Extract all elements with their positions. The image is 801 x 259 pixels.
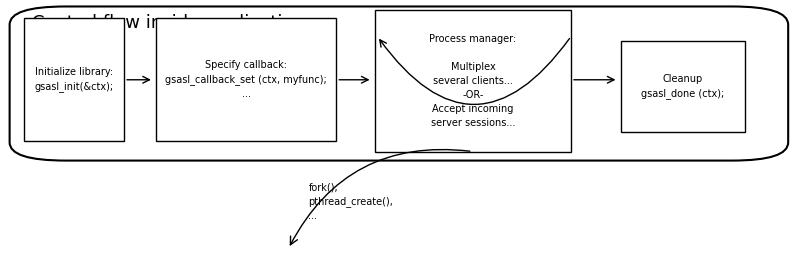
- FancyBboxPatch shape: [156, 18, 336, 141]
- Text: Cleanup
gsasl_done (ctx);: Cleanup gsasl_done (ctx);: [642, 74, 724, 99]
- FancyBboxPatch shape: [10, 6, 788, 161]
- Text: fork(),
pthread_create(),
...: fork(), pthread_create(), ...: [308, 183, 393, 221]
- Text: Process manager:

Multiplex
several clients...
-OR-
Accept incoming
server sessi: Process manager: Multiplex several clien…: [429, 34, 517, 128]
- FancyBboxPatch shape: [621, 41, 745, 132]
- Text: Control flow inside application: Control flow inside application: [32, 14, 305, 32]
- FancyBboxPatch shape: [375, 10, 571, 152]
- FancyBboxPatch shape: [24, 18, 124, 141]
- Text: Initialize library:
gsasl_init(&ctx);: Initialize library: gsasl_init(&ctx);: [34, 67, 114, 92]
- Text: Specify callback:
gsasl_callback_set (ctx, myfunc);
...: Specify callback: gsasl_callback_set (ct…: [166, 60, 327, 99]
